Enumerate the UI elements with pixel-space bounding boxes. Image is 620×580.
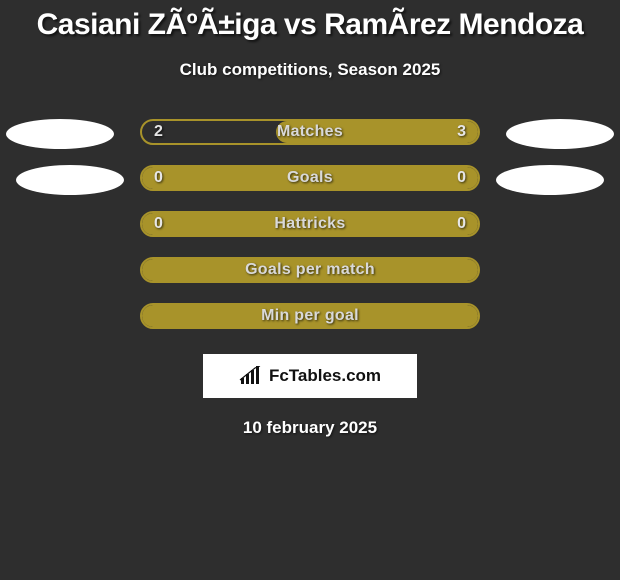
bar-outer: Min per goal xyxy=(140,303,480,329)
stat-label: Hattricks xyxy=(142,213,478,235)
stat-row-goals: 0 Goals 0 xyxy=(0,162,620,208)
player1-oval-icon xyxy=(6,119,114,149)
bar-matches: 2 Matches 3 xyxy=(140,119,480,145)
stat-row-hattricks: 0 Hattricks 0 xyxy=(0,208,620,254)
value-right: 0 xyxy=(457,167,466,189)
stat-row-gpm: Goals per match xyxy=(0,254,620,300)
bar-goals: 0 Goals 0 xyxy=(140,165,480,191)
subtitle: Club competitions, Season 2025 xyxy=(0,60,620,80)
brand-text: FcTables.com xyxy=(269,366,381,386)
comparison-card: Casiani ZÃºÃ±iga vs RamÃ­rez Mendoza Clu… xyxy=(0,0,620,580)
bar-hattricks: 0 Hattricks 0 xyxy=(140,211,480,237)
bar-mpg: Min per goal xyxy=(140,303,480,329)
value-right: 0 xyxy=(457,213,466,235)
bar-outer: 0 Hattricks 0 xyxy=(140,211,480,237)
bar-outer: 0 Goals 0 xyxy=(140,165,480,191)
stat-rows: 2 Matches 3 0 Goals 0 xyxy=(0,116,620,346)
player2-oval-icon xyxy=(506,119,614,149)
bar-outer: Goals per match xyxy=(140,257,480,283)
player1-oval-icon xyxy=(16,165,124,195)
page-title: Casiani ZÃºÃ±iga vs RamÃ­rez Mendoza xyxy=(0,0,620,42)
stat-row-mpg: Min per goal xyxy=(0,300,620,346)
stat-label: Goals xyxy=(142,167,478,189)
value-right: 3 xyxy=(457,121,466,143)
stat-label: Matches xyxy=(142,121,478,143)
date-label: 10 february 2025 xyxy=(0,418,620,438)
player2-oval-icon xyxy=(496,165,604,195)
bar-gpm: Goals per match xyxy=(140,257,480,283)
bar-outer: 2 Matches 3 xyxy=(140,119,480,145)
stat-label: Min per goal xyxy=(142,305,478,327)
brand-badge: FcTables.com xyxy=(203,354,417,398)
stat-label: Goals per match xyxy=(142,259,478,281)
stat-row-matches: 2 Matches 3 xyxy=(0,116,620,162)
chart-bars-icon xyxy=(239,366,265,386)
